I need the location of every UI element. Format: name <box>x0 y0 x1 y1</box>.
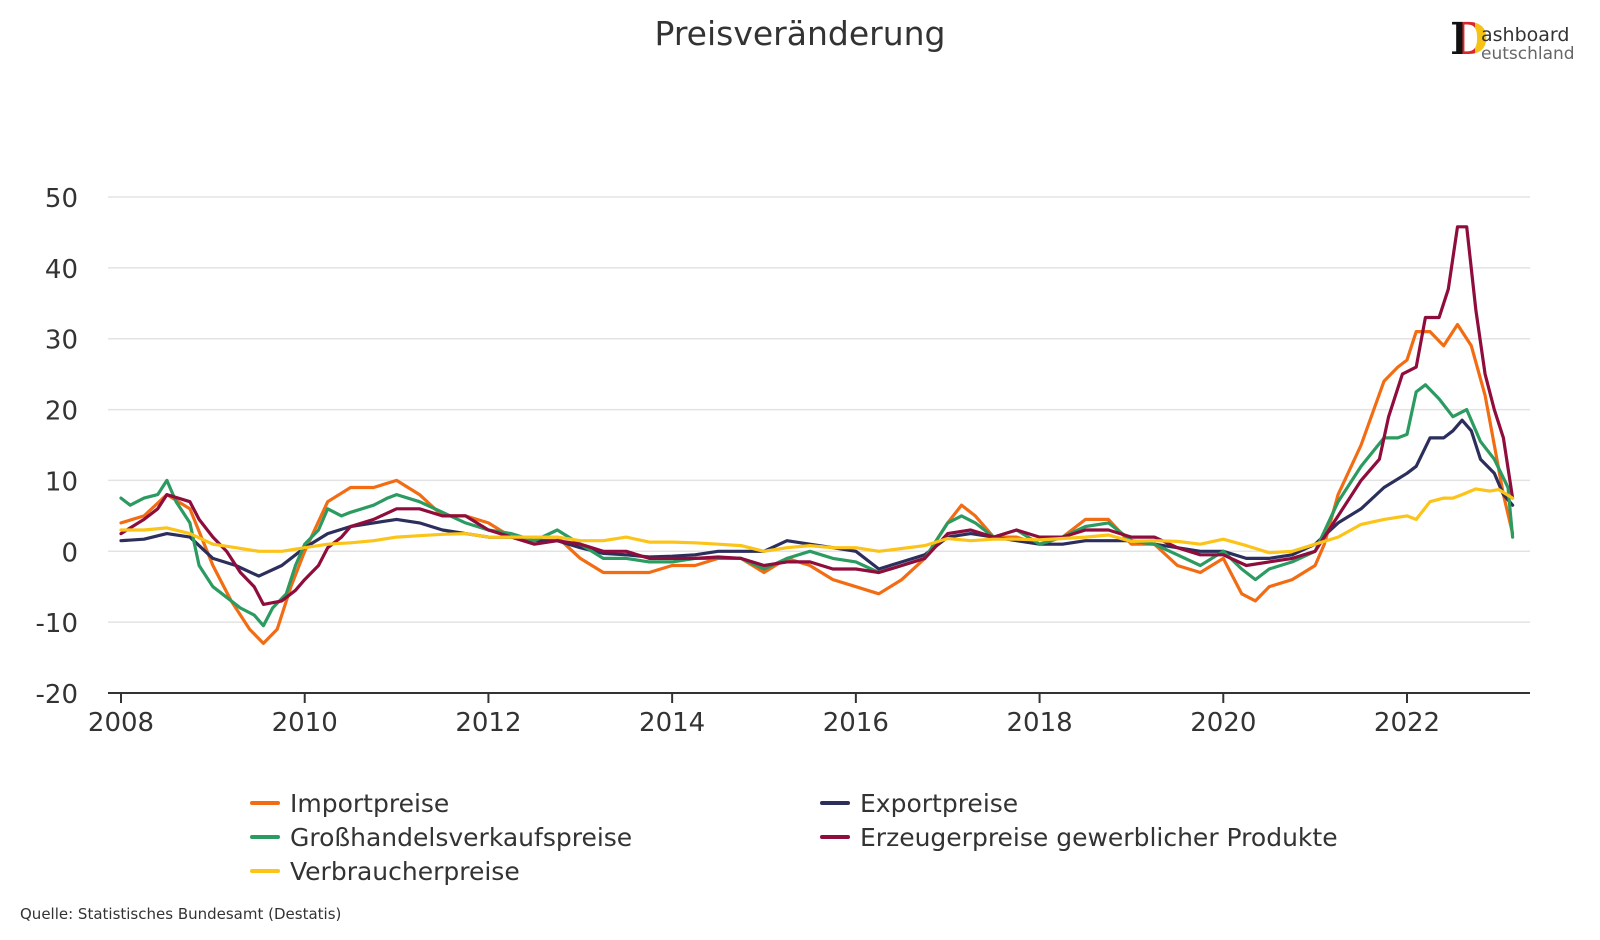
x-tick-label: 2014 <box>639 708 705 738</box>
y-tick-label: 40 <box>45 255 78 285</box>
x-tick-label: 2016 <box>823 708 889 738</box>
x-tick-label: 2010 <box>272 708 338 738</box>
x-tick-label: 2008 <box>88 708 154 738</box>
legend-swatch-verbraucherpreise <box>250 869 280 873</box>
logo-letter: D <box>1450 14 1489 65</box>
x-tick-label: 2022 <box>1374 708 1440 738</box>
logo-line1: ashboard <box>1481 24 1570 46</box>
chart-title: Preisveränderung <box>654 14 946 53</box>
legend-item-verbraucherpreise: Verbraucherpreise <box>250 856 820 886</box>
legend-label-exportpreise: Exportpreise <box>860 788 1019 818</box>
y-tick-label: 0 <box>61 538 78 568</box>
series-line-3 <box>119 225 1515 606</box>
series-line-0 <box>119 322 1515 645</box>
x-tick-label: 2012 <box>455 708 521 738</box>
x-tick-label: 2018 <box>1006 708 1072 738</box>
legend-label-importpreise: Importpreise <box>290 788 450 818</box>
x-tick-label: 2020 <box>1190 708 1256 738</box>
legend-swatch-grosshandel <box>250 835 280 839</box>
y-tick-label: 30 <box>45 326 78 356</box>
x-axis: 2008 2010 2012 2014 2016 2018 2020 2022 <box>88 692 1530 738</box>
series-line-2 <box>119 383 1515 628</box>
y-tick-label: 20 <box>45 397 78 427</box>
logo-line2: eutschland <box>1481 44 1575 64</box>
legend-item-grosshandel: Großhandelsverkaufspreise <box>250 822 820 852</box>
y-tick-label: 10 <box>45 467 78 497</box>
legend-swatch-exportpreise <box>820 801 850 805</box>
source-note: Quelle: Statistisches Bundesamt (Destati… <box>20 905 342 923</box>
legend-label-verbraucherpreise: Verbraucherpreise <box>290 856 520 886</box>
y-axis: -20 -10 0 10 20 30 40 50 <box>36 184 78 710</box>
legend-item-importpreise: Importpreise <box>250 788 820 818</box>
legend-label-grosshandel: Großhandelsverkaufspreise <box>290 822 633 852</box>
legend-label-erzeugerpreise: Erzeugerpreise gewerblicher Produkte <box>860 822 1338 852</box>
y-tick-label: -10 <box>36 609 78 639</box>
legend-swatch-erzeugerpreise <box>820 835 850 839</box>
legend-item-exportpreise: Exportpreise <box>820 788 1390 818</box>
legend-item-erzeugerpreise: Erzeugerpreise gewerblicher Produkte <box>820 822 1390 852</box>
series-lines <box>119 225 1515 645</box>
legend: Importpreise Exportpreise Großhandelsver… <box>250 788 1400 886</box>
dashboard-deutschland-logo: D ashboard eutschland <box>1448 18 1588 68</box>
y-tick-label: 50 <box>45 184 78 214</box>
y-tick-label: -20 <box>36 680 78 710</box>
legend-swatch-importpreise <box>250 801 280 805</box>
series-line-4 <box>119 487 1515 555</box>
series-line-1 <box>119 418 1515 578</box>
